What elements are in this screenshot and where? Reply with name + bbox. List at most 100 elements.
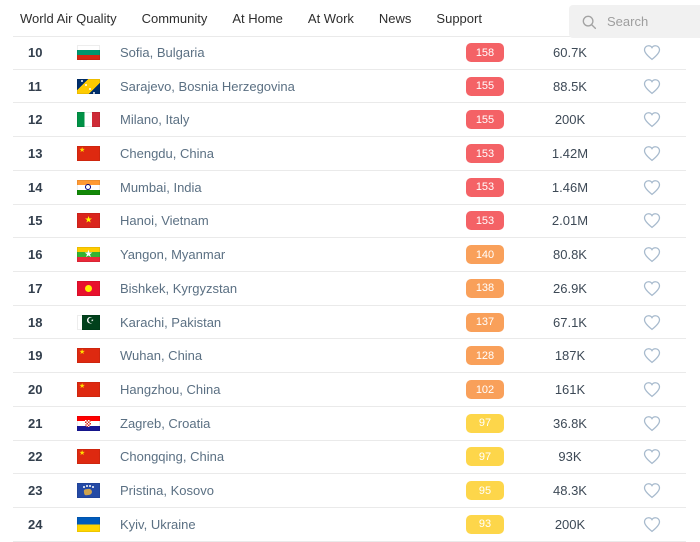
heart-icon xyxy=(643,483,661,499)
table-row[interactable]: 20 Hangzhou, China 102 161K xyxy=(13,373,686,407)
flag-icon-cn xyxy=(77,146,100,162)
city-link[interactable]: Pristina, Kosovo xyxy=(120,483,214,499)
follow-heart-button[interactable] xyxy=(636,448,668,465)
table-row[interactable]: 12 Milano, Italy 155 200K xyxy=(13,103,686,138)
follow-heart-button[interactable] xyxy=(636,314,668,331)
follow-heart-button[interactable] xyxy=(636,179,668,196)
heart-icon xyxy=(643,213,661,229)
heart-icon xyxy=(643,415,661,431)
follow-heart-button[interactable] xyxy=(636,212,668,229)
followers-count: 200K xyxy=(554,516,586,532)
table-row[interactable]: 24 Kyiv, Ukraine 93 200K xyxy=(13,508,686,542)
table-row[interactable]: 14 Mumbai, India 153 1.46M xyxy=(13,171,686,205)
nav-item-world-air-quality[interactable]: World Air Quality xyxy=(20,10,117,26)
city-link[interactable]: Karachi, Pakistan xyxy=(120,314,222,330)
followers-count: 93K xyxy=(558,449,582,465)
flag-icon-cn xyxy=(77,382,100,398)
rank: 11 xyxy=(28,78,42,94)
flag-icon-vn xyxy=(77,213,100,229)
search-input[interactable] xyxy=(605,13,691,30)
followers-count: 200K xyxy=(554,112,586,128)
nav-item-at-home[interactable]: At Home xyxy=(232,10,283,26)
rank: 21 xyxy=(28,415,43,431)
followers-count: 88.5K xyxy=(553,78,587,94)
table-row[interactable]: 10 Sofia, Bulgaria 158 60.7K xyxy=(13,36,686,70)
city-link[interactable]: Milano, Italy xyxy=(120,112,190,128)
city-link[interactable]: Wuhan, China xyxy=(120,348,203,364)
city-link[interactable]: Yangon, Myanmar xyxy=(120,247,226,263)
aqi-badge: 97 xyxy=(466,413,504,433)
rank: 14 xyxy=(28,179,43,195)
city-link[interactable]: Chengdu, China xyxy=(120,146,214,162)
follow-heart-button[interactable] xyxy=(636,44,668,61)
city-link[interactable]: Chongqing, China xyxy=(120,449,225,465)
city-link[interactable]: Hanoi, Vietnam xyxy=(120,213,209,229)
followers-count: 80.8K xyxy=(553,247,587,263)
followers-count: 187K xyxy=(554,348,586,364)
nav-item-community[interactable]: Community xyxy=(141,10,208,26)
table-row[interactable]: 13 Chengdu, China 153 1.42M xyxy=(13,137,686,171)
table-row[interactable]: 18 Karachi, Pakistan 137 67.1K xyxy=(13,306,686,340)
aqi-badge: 137 xyxy=(466,312,504,332)
nav: World Air Quality Community At Home At Work… xyxy=(20,11,482,26)
table-row[interactable]: 16 Yangon, Myanmar 140 80.8K xyxy=(13,238,686,273)
follow-heart-button[interactable] xyxy=(636,347,668,364)
follow-heart-button[interactable] xyxy=(636,145,668,162)
followers-count: 36.8K xyxy=(553,415,587,431)
table-row[interactable]: 17 Bishkek, Kyrgyzstan 138 26.9K xyxy=(13,272,686,306)
table-row[interactable]: 22 Chongqing, China 97 93K xyxy=(13,441,686,475)
followers-count: 48.3K xyxy=(553,483,587,499)
rank: 12 xyxy=(28,112,43,128)
followers-count: 2.01M xyxy=(551,213,589,229)
follow-heart-button[interactable] xyxy=(636,246,668,263)
search-box[interactable] xyxy=(569,5,700,38)
rank: 16 xyxy=(28,247,43,263)
flag-icon-ua xyxy=(77,516,100,532)
flag-icon-it xyxy=(77,112,100,128)
flag-icon-pk xyxy=(77,314,100,330)
follow-heart-button[interactable] xyxy=(636,280,668,297)
table-row[interactable]: 23 Pristina, Kosovo 95 48.3K xyxy=(13,474,686,509)
table-row[interactable]: 15 Hanoi, Vietnam 153 2.01M xyxy=(13,205,686,239)
follow-heart-button[interactable] xyxy=(636,111,668,128)
nav-item-news[interactable]: News xyxy=(378,10,412,26)
table-row[interactable]: 21 Zagreb, Croatia 97 36.8K xyxy=(13,407,686,441)
rank: 20 xyxy=(28,382,43,398)
flag-icon-mm xyxy=(77,247,100,263)
nav-item-at-work[interactable]: At Work xyxy=(307,10,354,26)
city-link[interactable]: Mumbai, India xyxy=(120,179,202,195)
rank: 19 xyxy=(28,348,43,364)
follow-heart-button[interactable] xyxy=(636,78,668,95)
heart-icon xyxy=(643,179,661,195)
city-link[interactable]: Sarajevo, Bosnia Herzegovina xyxy=(120,78,295,94)
city-link[interactable]: Hangzhou, China xyxy=(120,382,221,398)
heart-icon xyxy=(643,382,661,398)
flag-icon-ba xyxy=(77,78,100,94)
aqi-badge: 155 xyxy=(466,76,504,96)
flag-icon-cn xyxy=(77,348,100,364)
flag-icon-hr xyxy=(77,415,100,431)
table-row[interactable]: 19 Wuhan, China 128 187K xyxy=(13,339,686,374)
table-row[interactable]: 11 Sarajevo, Bosnia Herzegovina 155 88.5… xyxy=(13,70,686,104)
follow-heart-button[interactable] xyxy=(636,482,668,499)
rank: 17 xyxy=(28,280,43,296)
follow-heart-button[interactable] xyxy=(636,516,668,533)
aqi-badge: 158 xyxy=(466,43,504,63)
city-link[interactable]: Kyiv, Ukraine xyxy=(120,516,196,532)
follow-heart-button[interactable] xyxy=(636,415,668,432)
heart-icon xyxy=(643,449,661,465)
flag-icon-in xyxy=(77,179,100,195)
city-link[interactable]: Bishkek, Kyrgyzstan xyxy=(120,280,238,296)
nav-item-support[interactable]: Support xyxy=(436,10,482,26)
rank: 15 xyxy=(28,213,43,229)
heart-icon xyxy=(643,146,661,162)
followers-count: 67.1K xyxy=(553,314,587,330)
followers-count: 161K xyxy=(554,382,586,398)
city-link[interactable]: Zagreb, Croatia xyxy=(120,415,211,431)
follow-heart-button[interactable] xyxy=(636,381,668,398)
rank: 23 xyxy=(28,483,43,499)
heart-icon xyxy=(643,517,661,533)
city-link[interactable]: Sofia, Bulgaria xyxy=(120,45,205,61)
heart-icon xyxy=(643,314,661,330)
aqi-badge: 95 xyxy=(466,481,504,501)
